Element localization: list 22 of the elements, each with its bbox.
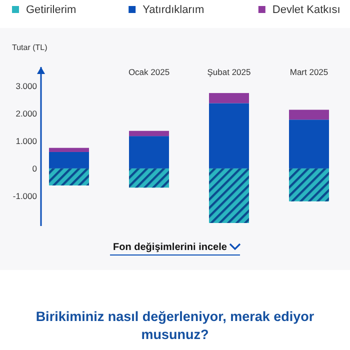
bar xyxy=(289,120,329,168)
x-tick-label: Şubat 2025 xyxy=(207,67,252,77)
bar xyxy=(209,93,249,104)
x-tick-label: Ocak 2025 xyxy=(128,67,170,77)
y-tick-label: 2.000 xyxy=(16,108,38,119)
bar xyxy=(129,130,169,136)
bar xyxy=(289,110,329,120)
bar xyxy=(209,103,249,168)
legend-label: Getirilerim xyxy=(26,4,76,16)
y-axis-title: Tutar (TL) xyxy=(12,43,48,52)
y-tick-label: 3.000 xyxy=(16,81,38,92)
legend-label: Devlet Katkısı xyxy=(272,4,340,16)
y-tick-label: 0 xyxy=(32,163,38,174)
bar xyxy=(129,136,169,168)
x-tick-label: Mart 2025 xyxy=(290,67,328,77)
y-tick-label: -1.000 xyxy=(12,190,38,201)
bar xyxy=(49,148,89,152)
y-tick-label: 1.000 xyxy=(16,136,38,146)
bar xyxy=(49,152,89,168)
text: Birikiminiz nasıl değerleniyor, merak ediyor musunuz? xyxy=(34,308,316,344)
legend-label: Yatırdıklarım xyxy=(142,4,204,16)
text: Fon değişimlerini incele xyxy=(113,242,228,253)
